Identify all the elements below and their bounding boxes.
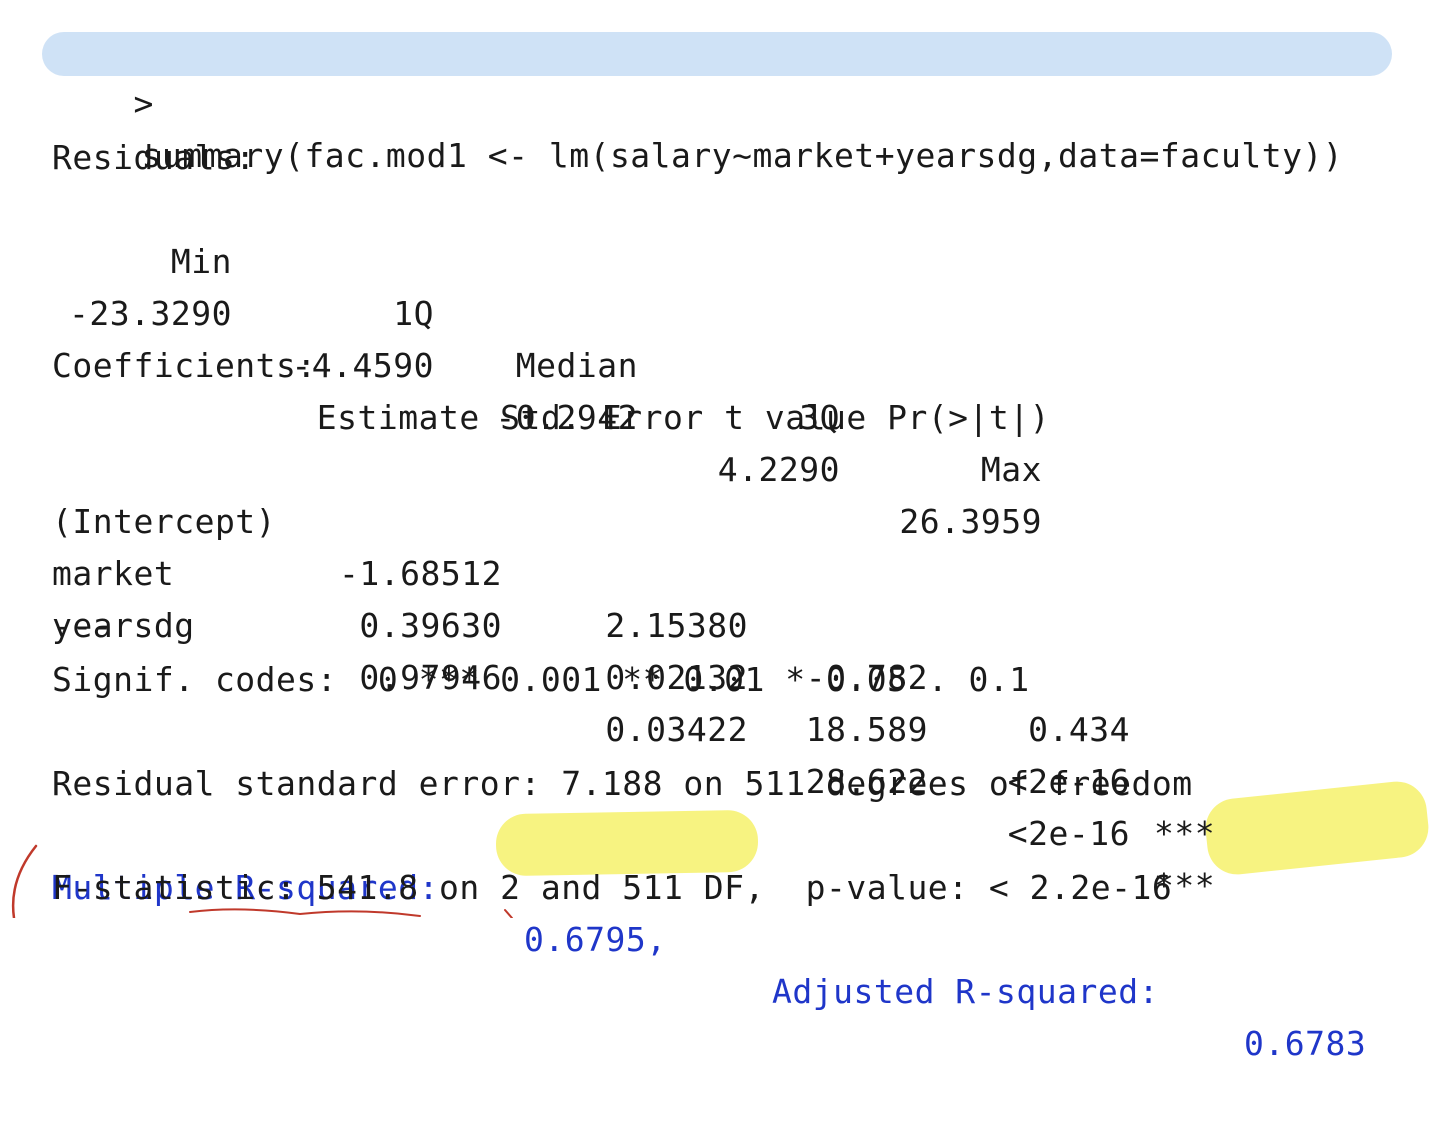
residual-median: -0.2942 <box>495 398 638 437</box>
coef-std-error: 2.15380 <box>605 606 748 645</box>
coef-row-market: market 0.39630 0.02132 18.589 <2e-16 *** <box>52 496 1252 853</box>
command-text: summary(fac.mod1 <- lm(salary~market+yea… <box>141 136 1344 175</box>
residual-max: 26.3959 <box>899 502 1042 541</box>
red-ink-bracket <box>11 844 38 918</box>
coef-signif: *** <box>1154 814 1216 853</box>
coef-signif: *** <box>1154 866 1216 905</box>
f-statistic: F-statistic: 541.8 on 2 and 511 DF, p-va… <box>52 868 1173 907</box>
coef-separator: --- <box>52 606 114 645</box>
coef-p-value: 0.434 <box>1028 710 1130 749</box>
r-console-output: > summary(fac.mod1 <- lm(salary~market+y… <box>52 0 1432 1063</box>
coef-name: yearsdg <box>52 606 195 645</box>
coef-t-value: 18.589 <box>805 710 928 749</box>
coef-name: market <box>52 554 175 593</box>
coef-name: (Intercept) <box>52 502 277 541</box>
residuals-heading: Residuals: <box>52 138 256 177</box>
signif-codes: Signif. codes: 0 *** 0.001 ** 0.01 * 0.0… <box>52 660 1030 699</box>
command-selection-highlight <box>42 32 1392 76</box>
coef-t-value: 28.622 <box>805 762 928 801</box>
residual-header-1q: 1Q <box>393 294 434 333</box>
r-squared-line: Multiple R-squared: 0.6795, Adjusted R-s… <box>52 810 1412 1063</box>
residual-standard-error: Residual standard error: 7.188 on 511 de… <box>52 764 1193 803</box>
coef-t-value: -0.782 <box>805 658 928 697</box>
coef-row-yearsdg: yearsdg 0.97946 0.03422 28.622 <2e-16 **… <box>52 548 1252 905</box>
residual-header-max: Max <box>980 450 1042 489</box>
residual-3q: 4.2290 <box>717 450 840 489</box>
adjusted-r-squared-label: Adjusted R-squared: <box>772 972 1159 1011</box>
residuals-values-row: -23.3290 -4.4590 -0.2942 4.2290 26.3959 <box>52 236 1052 541</box>
coefficients-header-row: Estimate Std. Error t value Pr(>|t|) <box>52 398 1051 437</box>
coefficients-heading: Coefficients: <box>52 346 317 385</box>
r-squared-label: Multiple R-squared: <box>52 868 439 907</box>
coef-row-intercept: (Intercept) -1.68512 2.15380 -0.782 0.43… <box>52 444 1252 749</box>
residual-1q: -4.4590 <box>291 346 434 385</box>
residual-header-median: Median <box>515 346 638 385</box>
adjusted-r-squared-value: 0.6783 <box>1244 1024 1367 1063</box>
coef-estimate: -1.68512 <box>339 554 502 593</box>
residual-min: -23.3290 <box>69 294 232 333</box>
coef-p-value: <2e-16 <box>1007 814 1130 853</box>
coef-p-value: <2e-16 <box>1007 762 1130 801</box>
coef-std-error: 0.02132 <box>605 658 748 697</box>
command-line[interactable]: > summary(fac.mod1 <- lm(salary~market+y… <box>52 26 1343 175</box>
coef-estimate: 0.39630 <box>359 606 502 645</box>
coef-estimate: 0.97946 <box>359 658 502 697</box>
r-squared-value: 0.6795, <box>524 920 667 959</box>
prompt: > <box>133 84 154 123</box>
residuals-header-row: Min 1Q Median 3Q Max <box>52 184 1052 489</box>
residual-header-min: Min <box>170 242 232 281</box>
coef-std-error: 0.03422 <box>605 710 748 749</box>
residual-header-3q: 3Q <box>799 398 840 437</box>
